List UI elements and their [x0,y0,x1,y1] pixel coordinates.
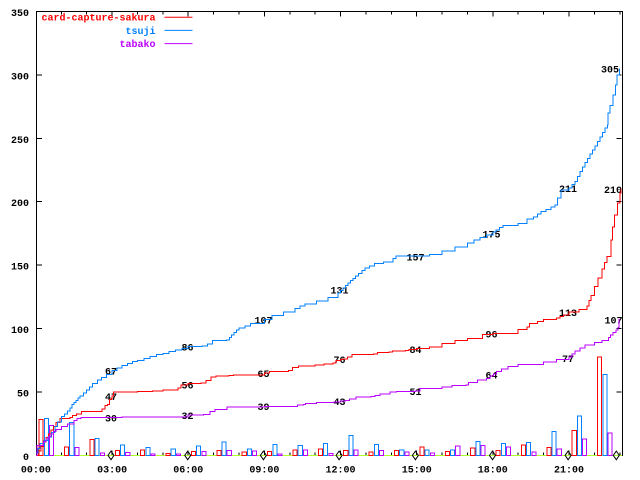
svg-text:50: 50 [17,390,29,401]
svg-text:09:00: 09:00 [249,465,279,476]
svg-text:77: 77 [562,355,574,366]
svg-text:32: 32 [181,412,193,423]
svg-text:350: 350 [11,9,29,20]
svg-text:43: 43 [333,398,345,409]
svg-text:100: 100 [11,326,29,337]
svg-text:200: 200 [11,199,29,210]
svg-text:card-capture-sakura: card-capture-sakura [41,13,155,25]
svg-text:56: 56 [181,381,193,392]
svg-text:210: 210 [604,186,622,197]
svg-text:150: 150 [11,263,29,274]
svg-text:51: 51 [409,388,421,399]
svg-text:84: 84 [409,346,421,357]
svg-text:0: 0 [23,453,29,464]
svg-text:tsuji: tsuji [125,26,155,38]
svg-text:305: 305 [601,66,619,77]
svg-text:300: 300 [11,72,29,83]
svg-text:18:00: 18:00 [478,465,508,476]
svg-text:131: 131 [330,286,348,297]
svg-text:06:00: 06:00 [173,465,203,476]
svg-text:175: 175 [482,231,500,242]
svg-text:tabako: tabako [119,39,155,51]
svg-text:67: 67 [105,368,117,379]
svg-text:250: 250 [11,136,29,147]
svg-text:65: 65 [257,370,269,381]
svg-text:39: 39 [257,403,269,414]
svg-text:21:00: 21:00 [554,465,584,476]
svg-text:00:00: 00:00 [21,465,51,476]
svg-text:64: 64 [485,371,497,382]
svg-text:157: 157 [406,253,424,264]
svg-text:96: 96 [485,331,497,342]
svg-text:107: 107 [604,317,622,328]
svg-text:86: 86 [181,343,193,354]
svg-text:15:00: 15:00 [402,465,432,476]
svg-text:12:00: 12:00 [325,465,355,476]
svg-text:107: 107 [254,317,272,328]
svg-text:30: 30 [105,414,117,425]
svg-text:76: 76 [333,356,345,367]
svg-text:03:00: 03:00 [97,465,127,476]
